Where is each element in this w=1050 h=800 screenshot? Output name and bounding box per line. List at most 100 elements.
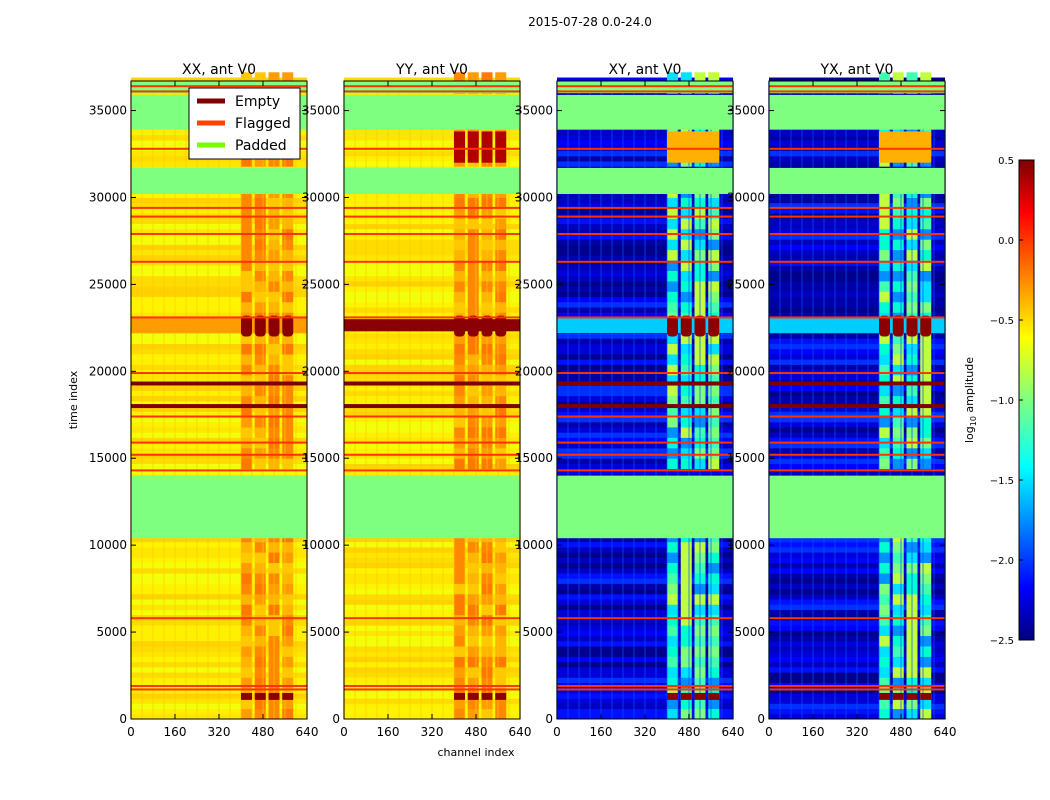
channel-band — [708, 218, 720, 230]
channel-band — [879, 645, 890, 657]
channel-band — [906, 656, 918, 668]
time-stripe — [557, 233, 733, 240]
time-stripe — [131, 578, 307, 584]
flagged-row — [769, 684, 945, 687]
channel-band — [241, 406, 252, 418]
channel-band — [254, 406, 266, 418]
channel-band — [906, 426, 918, 438]
channel-band — [254, 218, 266, 230]
channel-band — [694, 197, 706, 209]
time-stripe — [557, 416, 733, 423]
time-stripe — [769, 468, 945, 475]
time-stripe — [344, 291, 520, 298]
time-stripe — [769, 228, 945, 235]
channel-band — [708, 301, 720, 313]
channel-band — [454, 395, 465, 407]
padded-region — [131, 167, 307, 194]
channel-band — [906, 374, 918, 386]
panels: XX, ant V0 0 160 320 480 640 0 5000 10000 15000 20… — [89, 62, 957, 739]
channel-band — [879, 197, 890, 209]
channel-band — [481, 562, 493, 574]
time-stripe — [769, 301, 945, 308]
channel-band — [495, 218, 507, 230]
time-stripe — [769, 192, 945, 198]
channel-band — [481, 343, 493, 355]
channel-band — [481, 124, 493, 136]
time-stripe — [131, 672, 307, 678]
time-stripe — [344, 630, 520, 637]
channel-band — [708, 572, 720, 584]
time-stripe — [769, 260, 945, 266]
x-tick-label: 0 — [127, 725, 135, 739]
flare-row — [769, 317, 945, 334]
channel-band — [254, 385, 266, 397]
time-stripe — [557, 155, 733, 162]
time-stripe — [769, 609, 945, 616]
time-stripe — [769, 703, 945, 710]
channel-band — [254, 343, 266, 355]
channel-band — [481, 374, 493, 386]
time-stripe — [131, 453, 307, 459]
channel-band — [282, 301, 294, 313]
empty-row — [769, 381, 945, 386]
panel-title: XY, ant V0 — [609, 62, 682, 78]
channel-band — [268, 301, 280, 313]
channel-band — [667, 593, 678, 605]
time-stripe — [344, 239, 520, 245]
time-stripe — [131, 604, 307, 610]
channel-band — [454, 604, 465, 616]
flare-block-low — [241, 692, 252, 700]
time-stripe — [131, 301, 307, 308]
channel-band — [481, 218, 493, 230]
channel-band — [694, 562, 706, 574]
time-stripe — [344, 640, 520, 647]
flare-row — [131, 317, 307, 334]
time-stripe — [769, 672, 945, 678]
channel-band — [920, 72, 932, 84]
channel-band — [467, 207, 479, 219]
channel-band — [680, 698, 692, 710]
time-stripe — [344, 645, 520, 652]
channel-band — [708, 207, 720, 219]
time-stripe — [769, 651, 945, 657]
flagged-row — [131, 316, 307, 319]
channel-band — [454, 677, 465, 689]
time-stripe — [344, 385, 520, 391]
flare-block-low — [268, 692, 280, 700]
channel-band — [667, 447, 678, 459]
channel-band — [454, 447, 465, 459]
time-stripe — [557, 426, 733, 433]
channel-band — [495, 572, 507, 584]
channel-band — [680, 604, 692, 616]
channel-band — [694, 218, 706, 230]
y-tick-label: 0 — [757, 712, 765, 726]
y-tick-label: 35000 — [302, 104, 340, 118]
channel-band — [268, 708, 280, 720]
time-stripe — [769, 698, 945, 704]
channel-band — [694, 406, 706, 418]
time-stripe — [557, 406, 733, 412]
flagged-row — [557, 469, 733, 472]
channel-band — [667, 604, 678, 616]
channel-band — [667, 708, 678, 720]
time-stripe — [557, 453, 733, 459]
channel-band — [282, 677, 294, 689]
channel-band — [667, 218, 678, 230]
channel-band — [495, 343, 507, 355]
channel-band — [241, 583, 252, 595]
time-stripe — [344, 562, 520, 569]
flare-block-low — [282, 692, 294, 700]
channel-band — [454, 562, 465, 574]
time-stripe — [131, 270, 307, 277]
legend-label-padded: Padded — [235, 138, 287, 154]
y-tick-label: 20000 — [302, 364, 340, 378]
flagged-row — [557, 415, 733, 418]
channel-band — [680, 72, 692, 84]
channel-band — [495, 364, 507, 376]
channel-band — [454, 333, 465, 345]
flagged-row — [557, 372, 733, 375]
channel-band — [708, 395, 720, 407]
channel-band — [268, 593, 280, 605]
y-tick-label: 10000 — [302, 538, 340, 552]
channel-band — [920, 385, 932, 397]
